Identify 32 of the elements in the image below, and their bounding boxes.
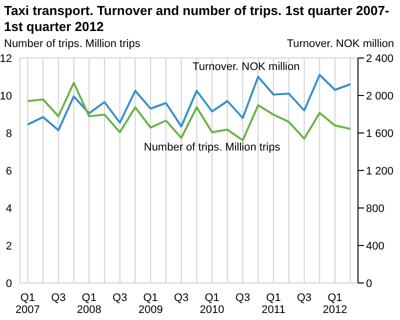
- y2-tick-label: 2 400: [366, 53, 394, 65]
- line-series: [26, 82, 352, 142]
- x-tick-label: Q1 2007: [15, 292, 40, 316]
- series-label: Turnover. NOK million: [192, 60, 300, 73]
- y-axis-title: Number of trips. Million trips: [4, 38, 140, 50]
- y-tick-label: 12: [0, 52, 12, 65]
- x-tick-label: Q1 2011: [262, 292, 286, 316]
- x-tick-label: Q1 2009: [138, 292, 163, 316]
- y-tick-label: 0: [6, 278, 12, 290]
- y-tick-label: 4: [6, 202, 12, 215]
- y2-tick-label: 1 200: [366, 166, 394, 178]
- y-tick-label: 10: [0, 90, 12, 102]
- y2-tick-label: 2 000: [366, 90, 394, 102]
- x-tick-label: Q3: [235, 292, 250, 304]
- x-tick-label: Q3: [174, 292, 189, 304]
- x-tick-label: Q3: [112, 292, 128, 304]
- y2-tick-label: 400: [366, 240, 384, 252]
- y-tick-label: 8: [6, 128, 12, 140]
- y2-axis-title: Turnover. NOK million: [286, 38, 394, 50]
- x-tick-label: Q1 2012: [322, 292, 348, 316]
- y2-tick-label: 1 600: [366, 128, 394, 140]
- x-tick-label: Q3: [51, 292, 66, 304]
- line-series: [26, 74, 352, 132]
- y2-tick-label: 800: [366, 203, 384, 215]
- y2-tick-label: 0: [366, 278, 372, 290]
- series-label: Number of trips. Million trips: [144, 141, 281, 154]
- x-tick-label: Q3: [296, 292, 312, 304]
- y-tick-label: 6: [6, 165, 12, 178]
- x-tick-label: Q1 2008: [76, 292, 102, 316]
- y-tick-label: 2: [6, 240, 12, 252]
- x-tick-label: Q1 2010: [200, 292, 224, 316]
- chart-title: Taxi transport. Turnover and number of trips. 1st quarter 2007- 1st quarter 2012: [4, 3, 390, 35]
